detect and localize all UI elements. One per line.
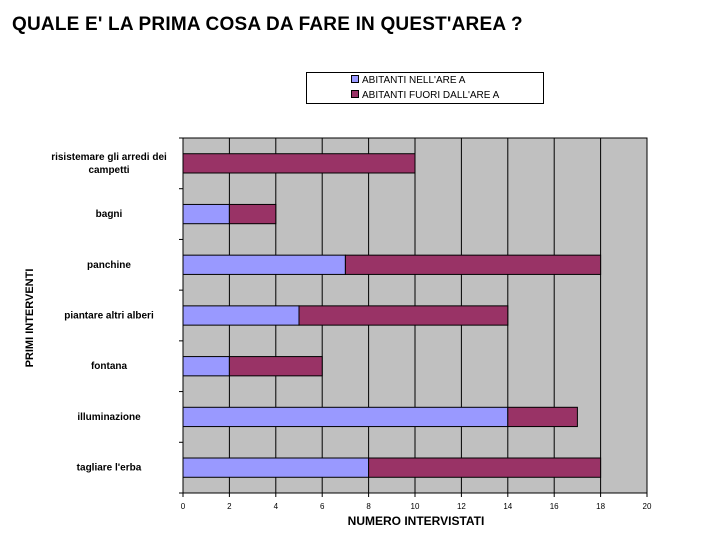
x-tick-label: 6 xyxy=(320,502,325,511)
category-label: fontana xyxy=(91,361,128,372)
bar-abitanti-nell-area xyxy=(182,406,509,428)
y-axis-label: PRIMI INTERVENTI xyxy=(24,268,36,368)
legend-item-abitanti-nell-area: ABITANTI NELL'ARE A xyxy=(351,74,465,88)
x-tick-label: 0 xyxy=(181,502,186,511)
category-label: piantare altri alberi xyxy=(64,311,154,322)
legend-label: ABITANTI NELL'ARE A xyxy=(362,75,466,86)
x-tick-label: 8 xyxy=(366,502,371,511)
bar-abitanti-nell-area xyxy=(182,356,230,377)
legend-item-abitanti-fuori-area: ABITANTI FUORI DALL'ARE A xyxy=(351,89,499,103)
chart-title: QUALE E' LA PRIMA COSA DA FARE IN QUEST'… xyxy=(12,14,523,35)
bar-abitanti-fuori-area xyxy=(507,406,578,428)
category-label: illuminazione xyxy=(77,412,141,423)
plot-border xyxy=(182,137,648,494)
x-tick-label: 2 xyxy=(227,502,232,511)
bar-abitanti-fuori-area xyxy=(182,153,416,174)
bar-abitanti-fuori-area xyxy=(344,254,602,275)
x-tick-label: 12 xyxy=(457,502,466,511)
bar-abitanti-fuori-area xyxy=(368,457,602,478)
x-tick-label: 18 xyxy=(596,502,605,511)
legend-label: ABITANTI FUORI DALL'ARE A xyxy=(362,90,500,101)
bar-abitanti-fuori-area xyxy=(228,356,323,377)
x-tick-label: 16 xyxy=(550,502,559,511)
bar-abitanti-nell-area xyxy=(182,457,370,478)
x-tick-label: 4 xyxy=(274,502,279,511)
x-axis-label: NUMERO INTERVISTATI xyxy=(347,514,485,528)
bar-abitanti-nell-area xyxy=(182,254,346,275)
x-tick-label: 14 xyxy=(503,502,512,511)
x-tick-label: 10 xyxy=(411,502,420,511)
category-label: panchine xyxy=(87,260,131,271)
bar-abitanti-nell-area xyxy=(182,305,300,326)
bar-abitanti-fuori-area xyxy=(228,203,277,225)
category-label: risistemare gli arredi dei campetti xyxy=(51,152,167,176)
bar-abitanti-fuori-area xyxy=(298,305,509,326)
legend-swatch xyxy=(351,90,359,99)
category-label: bagni xyxy=(96,209,123,220)
category-label: tagliare l'erba xyxy=(77,463,142,474)
legend: ABITANTI NELL'ARE A ABITANTI FUORI DALL'… xyxy=(306,72,544,104)
x-tick-label: 20 xyxy=(643,502,652,511)
legend-swatch xyxy=(351,75,359,84)
bar-abitanti-nell-area xyxy=(182,203,230,225)
